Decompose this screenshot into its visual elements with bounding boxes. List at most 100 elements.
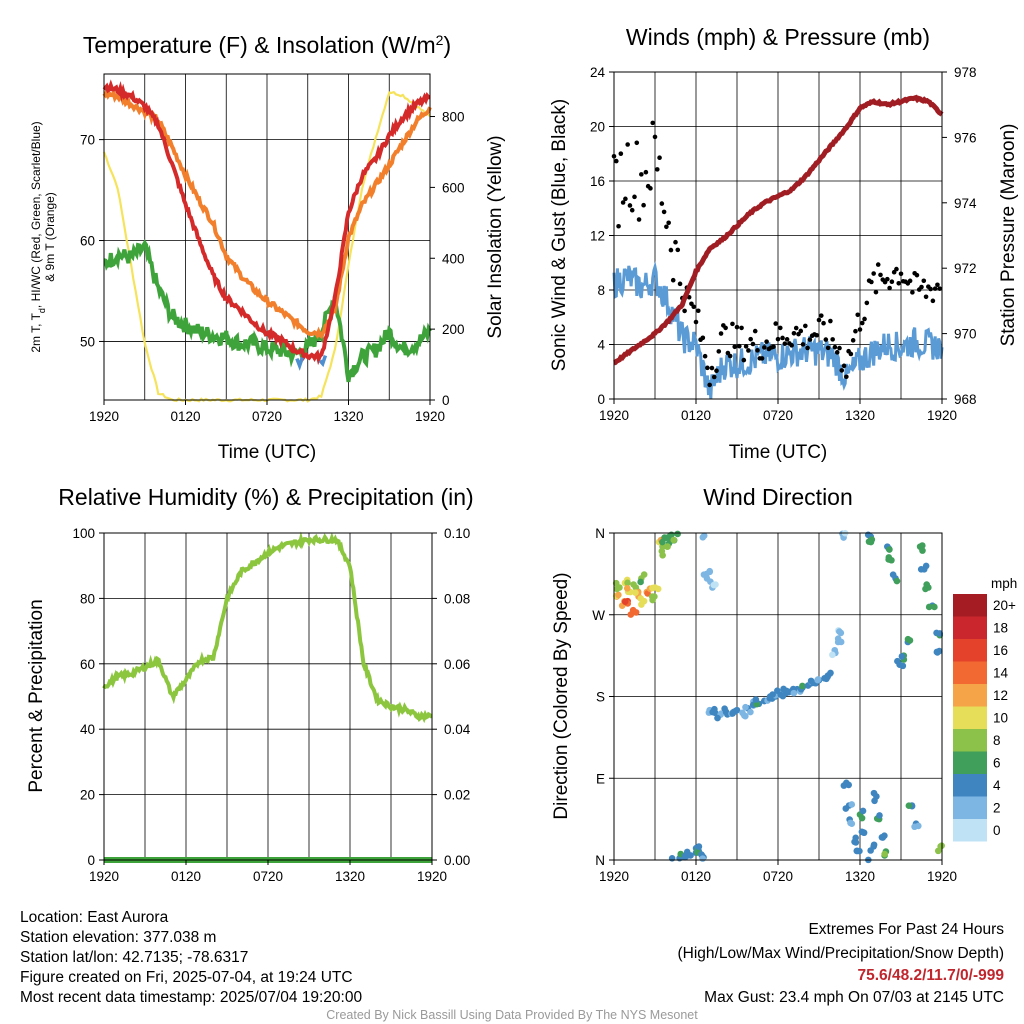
gust-point	[784, 337, 790, 342]
winds-right-ticks: 968 970 972 974 976 978	[942, 65, 977, 407]
direction-point	[699, 855, 706, 862]
left-tick-label: 20	[590, 120, 605, 135]
x-tick-label: 1320	[845, 408, 875, 423]
gust-point	[620, 200, 626, 205]
gust-point	[837, 345, 842, 351]
gust-point	[634, 140, 640, 146]
right-tick-label: 970	[954, 327, 977, 342]
direction-point	[853, 847, 861, 855]
right-tick-label: 972	[954, 261, 977, 276]
gust-point	[821, 320, 826, 326]
left-tick-label: 70	[80, 133, 95, 148]
colorbar-label: 20+	[993, 598, 1016, 613]
direction-point	[721, 705, 728, 713]
gust-point	[677, 281, 683, 287]
colorbar-swatch	[953, 594, 987, 617]
gust-point	[664, 224, 669, 230]
colorbar-label: 0	[993, 823, 1001, 838]
x-tick-label: 1320	[335, 869, 365, 884]
extremes-values: 75.6/48.2/11.7/0/-999	[857, 967, 1004, 984]
direction-point	[742, 712, 749, 720]
left-tick-label: 4	[597, 338, 605, 353]
direction-point	[654, 585, 662, 593]
gust-point	[921, 278, 927, 284]
pressure-line	[613, 94, 944, 366]
direction-point	[881, 832, 888, 840]
gust-point	[636, 217, 642, 222]
gust-point	[919, 284, 924, 290]
gust-point	[807, 337, 813, 342]
gust-point	[864, 300, 870, 306]
right-tick-label: 200	[442, 322, 465, 337]
direction-point	[925, 603, 933, 611]
right-tick-label: 968	[954, 392, 977, 407]
gust-point	[823, 337, 829, 342]
humidity-x-ticks: 1920 0120 0720 1320 1920	[89, 860, 447, 884]
gust-point	[873, 289, 879, 295]
gust-point	[910, 290, 915, 295]
direction-point	[918, 542, 926, 549]
gust-point	[834, 350, 840, 355]
x-tick-label: 0120	[171, 869, 201, 884]
direction-point	[623, 585, 631, 592]
right-tick-label: 978	[954, 65, 977, 80]
left-tick-label: 80	[80, 591, 95, 606]
winds-y-label-right: Station Pressure (Maroon)	[998, 124, 1019, 347]
right-tick-label: 0.06	[444, 657, 470, 672]
direction-point	[836, 628, 843, 635]
gust-point	[654, 167, 660, 172]
left-tick-label: 50	[80, 334, 95, 349]
direction-x-ticks: 1920 0120 0720 1320 1920	[599, 860, 957, 884]
direction-point	[936, 630, 944, 637]
direction-point	[640, 571, 648, 578]
direction-point	[799, 682, 806, 690]
gust-point	[828, 318, 833, 324]
gust-point	[894, 266, 899, 272]
gust-point	[727, 353, 733, 359]
x-tick-label: 0720	[763, 869, 793, 884]
direction-point	[852, 839, 860, 846]
wind-chill-line	[318, 355, 328, 368]
direction-point	[612, 579, 620, 587]
gust-point	[825, 345, 831, 351]
direction-point	[922, 562, 930, 570]
x-tick-label: 1920	[599, 408, 629, 423]
temperature-panel: Temperature (F) & Insolation (W/m2) 1920…	[29, 32, 506, 463]
right-tick-label: 0.04	[444, 722, 471, 737]
humidity-line	[102, 531, 433, 724]
left-tick-label: 100	[72, 526, 95, 541]
gust-point	[668, 247, 674, 253]
colorbar-label: 16	[993, 643, 1008, 658]
gust-point	[625, 142, 630, 147]
left-tick-label: 60	[80, 657, 95, 672]
gust-point	[928, 286, 933, 292]
gust-point	[693, 319, 699, 325]
gust-point	[709, 365, 715, 371]
gust-point	[700, 335, 706, 341]
direction-panel: Wind Direction 1920 0120 0720 1320 1920 N E S W…	[551, 484, 1017, 884]
gust-point	[907, 278, 913, 284]
gust-point	[832, 344, 838, 350]
direction-point	[881, 850, 888, 858]
gust-point	[862, 316, 867, 322]
footer-location: Location: East Aurora	[20, 909, 169, 926]
direction-point	[923, 581, 930, 588]
direction-point	[699, 534, 707, 541]
left-tick-label: 8	[597, 283, 605, 298]
gust-point	[661, 209, 667, 215]
direction-point	[714, 714, 721, 722]
direction-point	[834, 635, 842, 643]
gust-point	[871, 271, 876, 276]
gust-point	[896, 280, 902, 286]
right-tick-label: 0.00	[444, 853, 470, 868]
x-tick-label: 0120	[170, 409, 200, 424]
colorbar-swatch	[953, 684, 987, 707]
winds-left-ticks: 0 4 8 12 16 20 24	[590, 65, 614, 407]
direction-point	[638, 601, 645, 608]
colorbar-label: 14	[993, 666, 1009, 681]
direction-point	[829, 651, 836, 659]
direction-point	[917, 566, 925, 573]
direction-point	[898, 653, 906, 660]
right-tick-label: 600	[442, 180, 465, 195]
right-tick-label: 400	[442, 251, 465, 266]
